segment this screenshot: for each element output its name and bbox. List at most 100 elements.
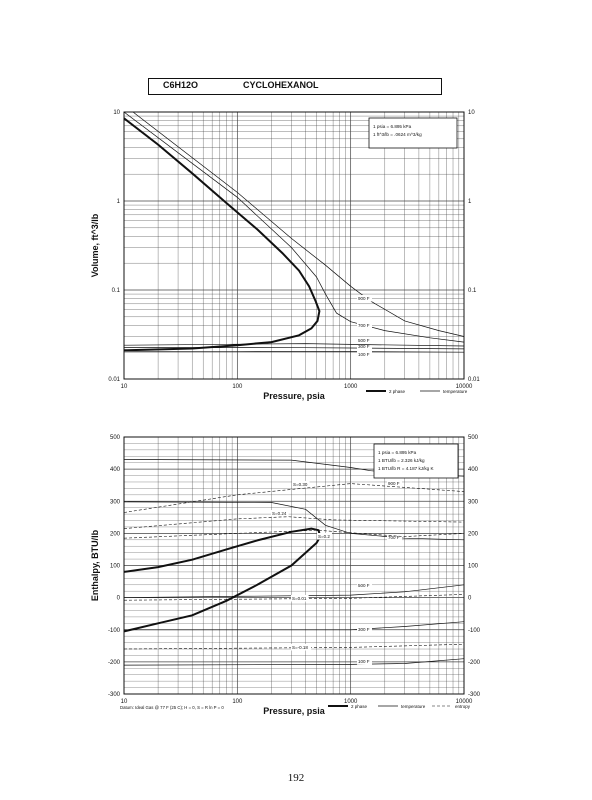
x-tick-label: 1000: [344, 699, 358, 705]
curve-label: 300 F: [358, 627, 370, 632]
x-tick-label: 10: [121, 384, 128, 390]
curve-label-bg: [387, 480, 402, 487]
two-phase-curve: [123, 527, 322, 633]
compound-name: CYCLOHEXANOL: [243, 80, 319, 90]
x-axis-label: Pressure, psia: [263, 706, 326, 716]
curve-label: 700 F: [388, 535, 400, 540]
curve-label-bg: [317, 533, 332, 540]
temperature-curve: [123, 111, 465, 343]
y-tick-label-right: 0: [468, 596, 472, 602]
datum-note: Datum: Ideal Gas @ 77 F (25 C); H = 0, S…: [120, 705, 224, 710]
y-tick-label: 0: [117, 596, 121, 602]
y-tick-label: 1: [117, 199, 121, 205]
temperature-curve: [132, 111, 465, 337]
curve-label: 500 F: [358, 583, 370, 588]
curve-label: 100 F: [358, 352, 370, 357]
x-tick-label: 10000: [456, 384, 473, 390]
temperature-curve: [124, 350, 465, 353]
y-tick-label-right: 1: [468, 199, 472, 205]
curve-label-bg: [357, 582, 372, 589]
y-tick-label: 500: [110, 435, 121, 441]
entropy-curve: [123, 594, 465, 601]
x-axis-label: Pressure, psia: [263, 391, 326, 401]
y-tick-label-right: 0.01: [468, 377, 480, 383]
y-tick-label: -300: [108, 692, 121, 698]
entropy-curve: [123, 643, 465, 650]
y-tick-label: 200: [110, 531, 121, 537]
curve-label-bg: [271, 510, 289, 517]
curve-label-bg: [357, 295, 372, 302]
y-tick-label: 400: [110, 467, 121, 473]
x-tick-label: 10: [121, 699, 128, 705]
curve-label-bg: [387, 534, 402, 541]
curve-label: 900 F: [388, 481, 400, 486]
x-tick-label: 1000: [344, 384, 358, 390]
y-tick-label: 10: [113, 110, 120, 116]
y-tick-label-right: 0.1: [468, 288, 477, 294]
curve-label: 500 F: [358, 338, 370, 343]
curve-label: S=0.01: [292, 596, 307, 601]
temperature-curve: [124, 621, 465, 631]
y-tick-label-right: 500: [468, 435, 479, 441]
compound-formula: C6H12O: [163, 80, 199, 90]
y-axis-label: Volume, ft^3/lb: [90, 213, 100, 277]
x-tick-label: 10000: [456, 699, 473, 705]
conversion-note: 1 psia = 6.895 kPa: [373, 124, 412, 129]
curve-label-bg: [292, 481, 310, 488]
curve-label-bg: [357, 658, 372, 665]
y-axis-label: Enthalpy, BTU/lb: [90, 529, 100, 601]
y-tick-label-right: -200: [468, 660, 481, 666]
curve-label: 900 F: [358, 296, 370, 301]
y-tick-label: -200: [108, 660, 121, 666]
conversion-notes-box: [373, 443, 459, 479]
conversion-notes-box: [368, 117, 458, 149]
curve-label: S=0.30: [293, 482, 308, 487]
plot-frame: [123, 436, 465, 695]
plot-frame: [123, 111, 465, 380]
y-tick-label: 100: [110, 564, 121, 570]
curve-label: S=0.24: [272, 511, 287, 516]
compound-title-box: C6H12O CYCLOHEXANOL: [148, 78, 442, 95]
legend-label: 2 phase: [389, 389, 406, 394]
y-tick-label-right: 10: [468, 110, 475, 116]
y-tick-label-right: -300: [468, 692, 481, 698]
x-tick-label: 100: [232, 384, 243, 390]
curve-label-bg: [357, 626, 372, 633]
y-tick-label: -100: [108, 628, 121, 634]
curve-label-bg: [357, 322, 372, 329]
y-tick-label: 0.01: [108, 377, 120, 383]
temperature-curve: [123, 584, 465, 598]
curve-label: 300 F: [358, 344, 370, 349]
y-tick-label-right: -100: [468, 628, 481, 634]
temperature-curve: [123, 343, 465, 347]
conversion-note: 1 ft^3/lb = .0624 m^3/kg: [373, 132, 422, 137]
curve-label: 100 F: [358, 659, 370, 664]
legend-label: temperature: [401, 704, 426, 709]
legend-label: temperature: [443, 389, 468, 394]
y-tick-label: 300: [110, 499, 121, 505]
temperature-curve: [123, 347, 465, 350]
conversion-note: 1 BTU/lb R = 4.187 kJ/kg K: [378, 466, 434, 471]
two-phase-curve: [123, 117, 321, 352]
temperature-curve: [123, 658, 465, 666]
legend-label: 2 phase: [351, 704, 368, 709]
curve-label: 700 F: [358, 323, 370, 328]
legend-label: entropy: [455, 704, 471, 709]
entropy-curve: [123, 529, 465, 539]
y-tick-label: 0.1: [112, 288, 121, 294]
curve-label-bg: [357, 343, 372, 350]
curve-label-bg: [291, 644, 312, 651]
page-number: 192: [287, 772, 305, 784]
conversion-note: 1 BTU/lb = 2.326 kJ/kg: [378, 458, 425, 463]
curve-label-bg: [357, 337, 372, 344]
temperature-curve: [123, 501, 465, 541]
curve-label: S=0.2: [318, 534, 330, 539]
y-tick-label-right: 400: [468, 467, 479, 473]
entropy-curve: [123, 483, 465, 513]
x-tick-label: 100: [232, 699, 243, 705]
curve-label-bg: [291, 595, 309, 602]
conversion-note: 1 psia = 6.895 kPa: [378, 450, 417, 455]
y-tick-label-right: 100: [468, 564, 479, 570]
curve-label: S=-0.18: [292, 645, 308, 650]
